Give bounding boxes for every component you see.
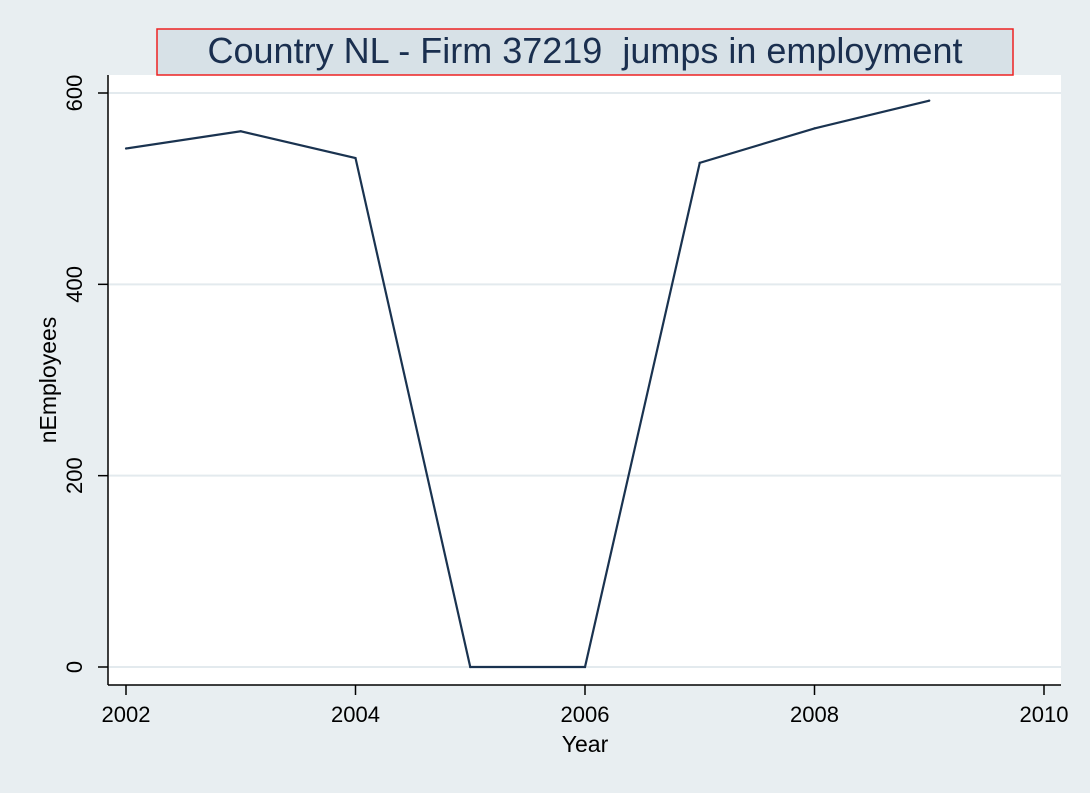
y-axis-title: nEmployees: [35, 317, 61, 444]
y-tick-label-0: 0: [62, 661, 87, 673]
x-tick-label-2006: 2006: [561, 702, 610, 727]
series-line-0: [125, 99, 930, 669]
title-box-frame: [156, 28, 1014, 76]
data-point-2007: [698, 161, 701, 164]
x-tick-label-2004: 2004: [331, 702, 380, 727]
series-layer: [124, 99, 931, 669]
plot-area: [108, 75, 1061, 685]
y-tick-label-600: 600: [62, 75, 87, 112]
x-tick-label-2002: 2002: [102, 702, 151, 727]
data-point-2003: [239, 130, 242, 133]
data-point-2005: [469, 665, 472, 669]
x-axis-title: Year: [562, 731, 609, 757]
chart-title: Country NL - Firm 37219 jumps in employm…: [208, 30, 963, 71]
data-point-2008: [813, 127, 816, 130]
data-point-2002: [124, 147, 128, 150]
data-point-2004: [354, 156, 357, 160]
data-point-2009: [928, 99, 931, 102]
y-tick-label-400: 400: [62, 266, 87, 303]
axes: 0 200 400 600 2002 2004 2006 2008 2010: [62, 75, 1068, 727]
x-tick-label-2010: 2010: [1020, 702, 1069, 727]
data-point-2006: [583, 665, 587, 669]
x-tick-label-2008: 2008: [790, 702, 839, 727]
chart-title-box: Country NL - Firm 37219 jumps in employm…: [156, 28, 1014, 76]
y-tick-label-200: 200: [62, 457, 87, 494]
